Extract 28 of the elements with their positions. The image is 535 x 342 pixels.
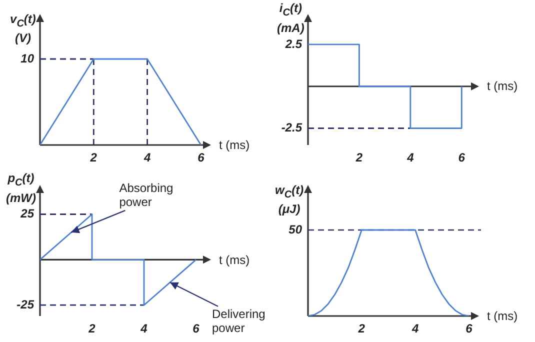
y-axis-title: w$_{C}$(t) (μJ): [275, 183, 304, 218]
y-tick-label: -25: [16, 297, 34, 312]
x-axis-title: t (ms): [487, 79, 518, 94]
x-tick-label: 4: [140, 321, 148, 336]
y-axis-title: p$_{C}$(t) (mW): [6, 171, 36, 206]
x-tick-label: 6: [192, 321, 200, 336]
annotation: Delivering power: [212, 307, 266, 336]
y-tick-label: 25: [20, 206, 34, 221]
y-tick-label: 2.5: [284, 36, 302, 51]
y-axis-title: v$_{C}$(t) (V): [10, 12, 36, 46]
x-tick-label: 2: [89, 150, 98, 164]
y-tick-label: -2.5: [281, 120, 302, 135]
y-axis-title: i$_{C}$(t) (mA): [277, 1, 304, 36]
x-tick-label: 6: [458, 150, 466, 164]
x-tick-label: 2: [88, 321, 96, 336]
x-tick-label: 2: [354, 150, 363, 164]
x-axis-title: t (ms): [487, 309, 518, 323]
x-tick-label: 4: [142, 150, 151, 164]
x-tick-label: 4: [410, 321, 419, 336]
x-tick-label: 4: [406, 150, 414, 164]
x-axis-title: t (ms): [219, 138, 250, 152]
x-axis-title: t (ms): [219, 252, 250, 267]
x-tick-label: 6: [466, 321, 473, 336]
annotation: 50: [288, 222, 302, 236]
x-tick-label: 2: [357, 321, 366, 336]
annotation: Absorbing power: [119, 181, 174, 210]
annotation: 10: [20, 51, 34, 66]
x-tick-label: 6: [198, 150, 205, 164]
